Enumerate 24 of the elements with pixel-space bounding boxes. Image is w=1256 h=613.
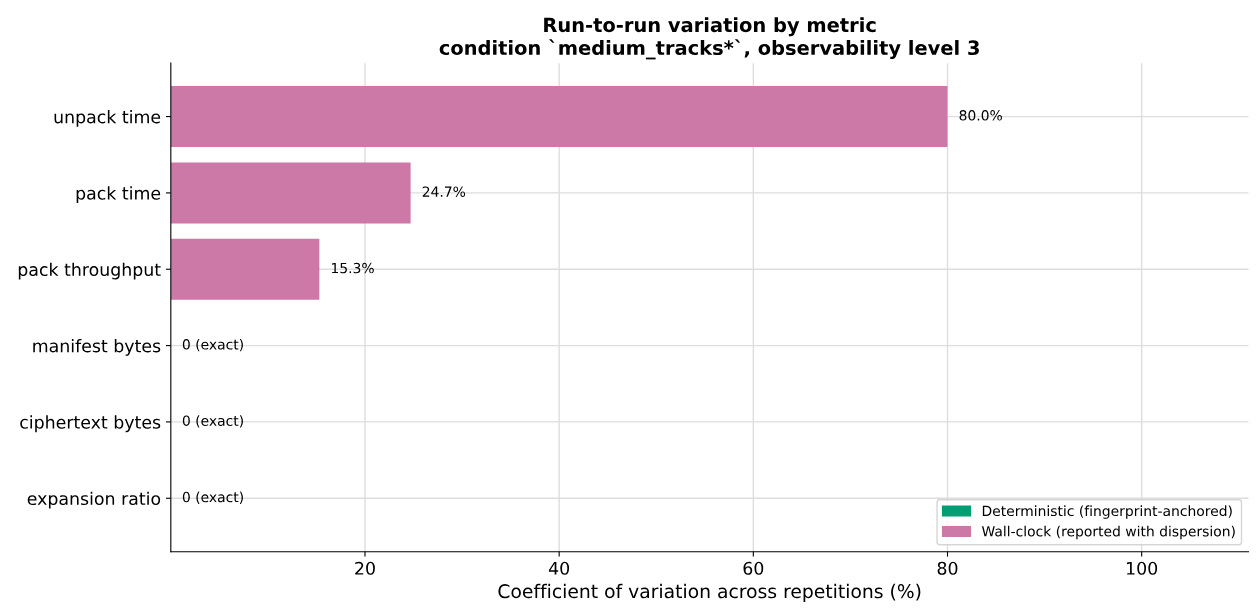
y-tick-label: expansion ratio — [27, 491, 161, 509]
x-tick-label: 80 — [937, 561, 958, 575]
y-tick-label: pack time — [76, 186, 161, 204]
x-tick-label: 40 — [548, 561, 570, 575]
data-label: 15.3% — [331, 262, 374, 274]
y-tick-label: pack throughput — [18, 262, 161, 280]
legend-label: Wall-clock (reported with dispersion) — [981, 525, 1235, 540]
bar — [170, 162, 411, 224]
x-tick-label: 20 — [355, 561, 375, 575]
data-label: 0 (exact) — [182, 338, 243, 352]
y-tick-label: unpack time — [54, 109, 161, 127]
data-label: 24.7% — [422, 186, 466, 197]
x-tick-label: 100 — [1127, 561, 1158, 575]
y-tick-label: ciphertext bytes — [20, 415, 161, 433]
x-tick-label: 60 — [743, 561, 764, 575]
x-axis-title: Coefficient of variation across repetitions (%) — [498, 583, 921, 602]
bar — [170, 86, 948, 148]
bar — [170, 238, 320, 300]
data-label: 0 (exact) — [182, 415, 243, 428]
data-label: 80.0% — [959, 110, 1002, 121]
y-tick-label: manifest bytes — [33, 338, 161, 356]
legend-label: Deterministic (fingerprint-anchored) — [982, 505, 1232, 519]
chart-title: Run-to-run variation by metric condition `medium_tracks*`, observability level 3 — [439, 17, 979, 60]
data-label: 0 (exact) — [182, 491, 243, 504]
